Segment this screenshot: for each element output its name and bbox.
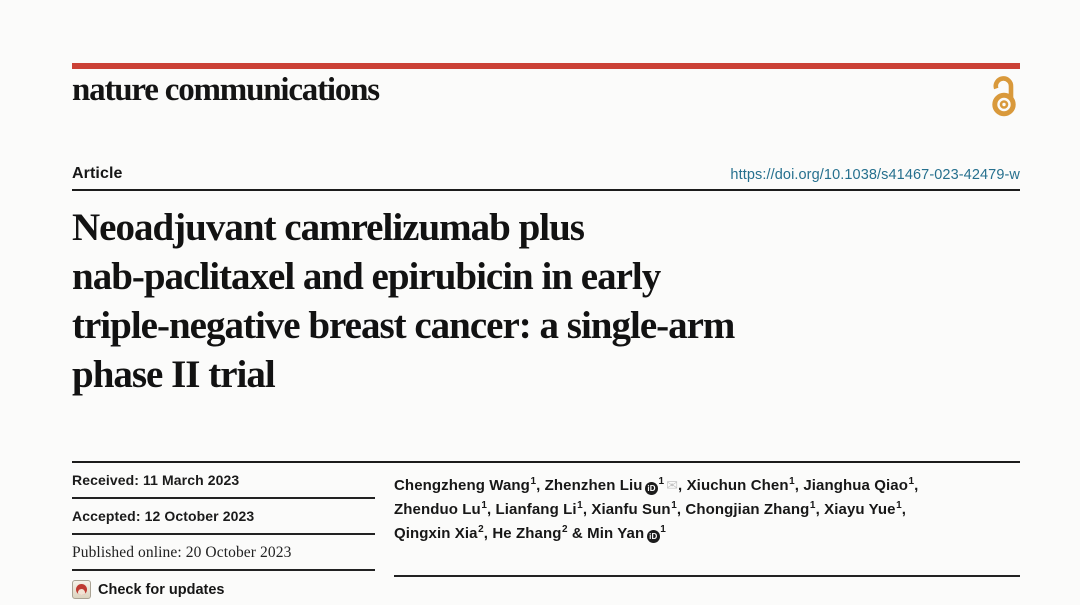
affiliation-superscript: 1 <box>671 500 677 511</box>
affiliation-superscript: 1 <box>809 500 816 511</box>
journal-logo: nature communications <box>72 72 380 108</box>
title-line: nab-paclitaxel and epirubicin in early <box>72 255 661 298</box>
author-name: Zhenduo Lu <box>394 501 481 518</box>
affiliation-superscript: 1 <box>481 500 487 511</box>
open-access-icon <box>989 73 1020 125</box>
author-name: Qingxin Xia <box>394 525 478 542</box>
meta-columns: Received: 11 March 2023 Accepted: 12 Oct… <box>72 461 1020 599</box>
author-name: Lianfang Li <box>495 501 577 518</box>
check-for-updates-label: Check for updates <box>98 581 225 598</box>
article-type-label: Article <box>72 165 123 182</box>
author-name: Jianghua Qiao <box>803 477 908 494</box>
author-line: Zhenduo Lu1, Lianfang Li1, Xianfu Sun1, … <box>394 500 907 519</box>
accepted-date: Accepted: 12 October 2023 <box>72 499 375 535</box>
title-line: Neoadjuvant camrelizumab plus <box>72 206 585 249</box>
author-name: Min Yan <box>587 525 645 542</box>
affiliation-superscript: 1 <box>896 500 902 511</box>
article-header-bar: Article https://doi.org/10.1038/s41467-0… <box>72 165 1020 191</box>
author-list: Chengzheng Wang1, Zhenzhen Liu iD1 ✉, Xiuc… <box>394 463 1020 577</box>
doi-link[interactable]: https://doi.org/10.1038/s41467-023-42479… <box>730 167 1020 183</box>
published-date: Published online: 20 October 2023 <box>72 535 375 571</box>
affiliation-superscript: 1 <box>789 476 795 487</box>
author-line: Chengzheng Wang1, Zhenzhen Liu iD1 ✉, Xiuc… <box>394 476 919 495</box>
check-for-updates-button[interactable]: Check for updates <box>72 580 375 599</box>
received-date: Received: 11 March 2023 <box>72 463 375 499</box>
author-name: Xiayu Yue <box>824 501 896 518</box>
dates-column: Received: 11 March 2023 Accepted: 12 Oct… <box>72 463 375 599</box>
affiliation-superscript: 2 <box>478 524 484 535</box>
affiliation-superscript: 2 <box>561 524 568 535</box>
affiliation-superscript: 1 <box>908 476 915 487</box>
article-title: Neoadjuvant camrelizumab plus nab-paclit… <box>72 203 1020 399</box>
author-line: Qingxin Xia2, He Zhang2 & Min Yan iD1 <box>394 524 666 543</box>
author-name: He Zhang <box>492 525 562 542</box>
orcid-icon[interactable]: iD <box>645 482 659 495</box>
crossmark-icon <box>72 580 91 599</box>
affiliation-superscript: 1 <box>660 524 666 535</box>
masthead: nature communications <box>72 72 1020 125</box>
masthead-red-rule <box>72 63 1020 69</box>
author-name: Xiuchun Chen <box>686 477 789 494</box>
orcid-icon[interactable]: iD <box>646 530 660 543</box>
title-line: triple-negative breast cancer: a single-… <box>72 304 735 347</box>
email-icon[interactable]: ✉ <box>666 477 679 493</box>
affiliation-superscript: 1 <box>577 500 583 511</box>
affiliation-superscript: 1 <box>530 476 537 487</box>
author-name: Chongjian Zhang <box>685 501 810 518</box>
author-name: Zhenzhen Liu <box>544 477 643 494</box>
authors-column: Chengzheng Wang1, Zhenzhen Liu iD1 ✉, Xiuc… <box>394 463 1020 599</box>
author-name: Chengzheng Wang <box>394 477 530 494</box>
affiliation-superscript: 1 <box>658 476 665 487</box>
title-line: phase II trial <box>72 353 276 396</box>
author-name: Xianfu Sun <box>591 501 671 518</box>
